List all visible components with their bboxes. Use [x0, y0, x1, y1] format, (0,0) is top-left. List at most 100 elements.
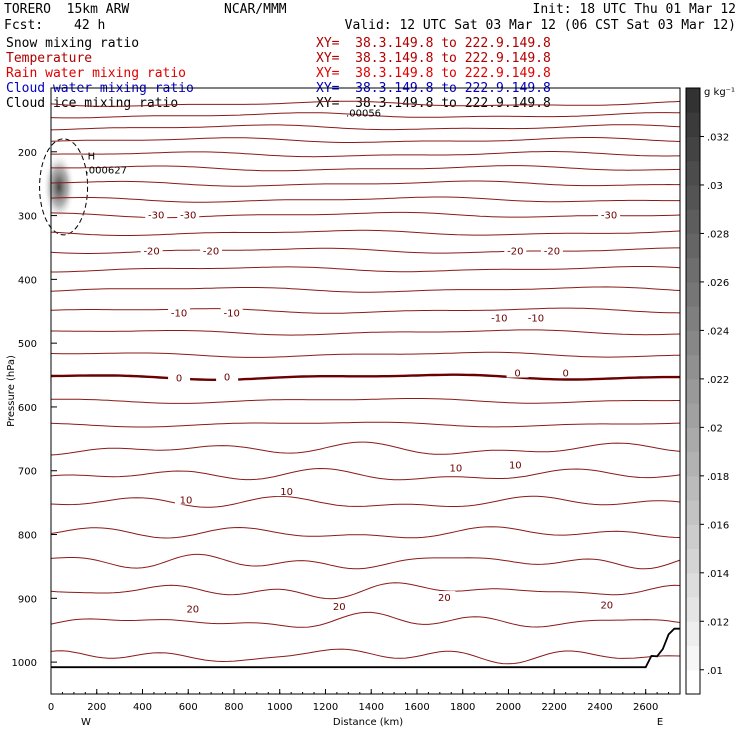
snow-contour [39, 138, 89, 236]
isotherm-line [50, 553, 681, 570]
colorbar-tick-label: .024 [707, 326, 729, 337]
x-tick-label: 1200 [313, 702, 338, 713]
isotherm-line [50, 373, 680, 381]
isotherm-line [50, 286, 681, 293]
forecast-hour: 42 h [74, 18, 106, 33]
temperature-contour-label: 20 [438, 593, 451, 604]
contour-label-bg [275, 485, 298, 497]
colorbar-band [686, 184, 700, 210]
x-tick-label: 800 [224, 702, 243, 713]
colorbar-band [686, 354, 700, 380]
field-label-snow: Snow mixing ratio [6, 36, 140, 51]
isotherm-line [50, 495, 681, 508]
colorbar-band [686, 524, 700, 550]
colorbar-band [686, 257, 700, 283]
contour-label-bg [488, 311, 511, 323]
field-label-temperature: Temperature [6, 51, 93, 66]
colorbar-frame [685, 87, 701, 695]
contour-label-bg [200, 244, 223, 256]
isotherm-line [50, 351, 681, 358]
colorbar-tick-label: .014 [707, 569, 729, 580]
colorbar-band [686, 306, 700, 331]
isotherm-line [51, 151, 680, 158]
colorbar-unit: g kg⁻¹ [704, 87, 735, 98]
colorbar-band [686, 209, 700, 234]
colorbar-band [686, 548, 700, 574]
isotherm-line [50, 124, 681, 131]
colorbar-band [686, 281, 700, 307]
y-tick-label: 700 [18, 467, 37, 478]
isotherm-line [50, 526, 681, 539]
contour-label-bg [506, 366, 529, 378]
snow-shading [43, 152, 76, 221]
contour-label-bg [174, 493, 197, 505]
temperature-contour-label: -30 [180, 210, 196, 221]
colorbar-band [686, 645, 700, 671]
x-tick-label: 1400 [358, 702, 383, 713]
colorbar-band [686, 597, 700, 622]
colorbar-tick-label: .032 [707, 132, 729, 143]
y-axis-title: Pressure (hPa) [6, 355, 17, 427]
field-label-rain: Rain water mixing ratio [6, 66, 187, 81]
temperature-contour-label: 10 [280, 487, 293, 498]
contour-label-bg [554, 366, 577, 378]
contour-label-bg [220, 306, 243, 318]
y-tick-label: 800 [18, 531, 37, 542]
temperature-contour-label: 20 [333, 602, 346, 613]
valid-time: Valid: 12 UTC Sat 03 Mar 12 (06 CST Sat … [344, 18, 736, 33]
colorbar-band [686, 112, 700, 137]
y-tick-label: 300 [18, 212, 37, 223]
colorbar-band [686, 88, 700, 113]
y-tick-label: 400 [18, 275, 37, 286]
temperature-contour-label: -10 [528, 314, 544, 325]
x-tick-label: 1600 [404, 702, 429, 713]
contour-label-bg [524, 311, 547, 323]
isotherm-line [50, 611, 681, 628]
contour-label-bg [504, 458, 527, 470]
x-axis-east-label: E [657, 717, 663, 728]
snow-max-value: .000627 [86, 166, 127, 177]
field-xy-rain: XY= 38.3.149.8 to 222.9.149.8 [316, 66, 551, 81]
temperature-contour-label: -20 [203, 247, 219, 258]
colorbar-band [686, 669, 700, 695]
plot-frame [50, 87, 681, 695]
temperature-contour-label: -30 [601, 210, 617, 221]
x-tick-label: 2200 [541, 702, 566, 713]
colorbar-band [686, 136, 700, 162]
contour-label-bg [328, 599, 351, 611]
contour-label-bg [181, 602, 204, 614]
field-label-cloud-water: Cloud water mixing ratio [6, 81, 194, 96]
x-tick-label: 2600 [633, 702, 658, 713]
colorbar-tick-label: .02 [707, 423, 723, 434]
temperature-contour-label: 20 [186, 605, 199, 616]
isotherm-line [50, 648, 681, 665]
init-time: Init: 18 UTC Thu 01 Mar 12 [532, 2, 737, 17]
temperature-contour-label: 10 [449, 464, 462, 475]
temperature-contour-label: 0 [562, 369, 568, 380]
terrain-line [51, 627, 680, 669]
colorbar-band [686, 233, 700, 259]
contour-label-bg [598, 208, 621, 220]
x-tick-label: 200 [87, 702, 106, 713]
contour-label-bg [177, 208, 200, 220]
temperature-contour-label: -20 [544, 247, 560, 258]
field-xy-snow: XY= 38.3.149.8 to 222.9.149.8 [316, 36, 551, 51]
isotherm-line [50, 582, 681, 600]
x-tick-label: 0 [48, 702, 54, 713]
temperature-contour-label: -30 [148, 210, 164, 221]
y-tick-label: 1000 [12, 658, 37, 669]
temperature-contour-label: 0 [176, 374, 182, 385]
colorbar-tick-label: .026 [707, 278, 729, 289]
colorbar-tick-label: .016 [707, 520, 729, 531]
isotherm-line [50, 180, 680, 187]
forecast-label: Fcst: [4, 18, 44, 33]
model-title: TORERO 15km ARW [4, 2, 130, 17]
temperature-contour-label: -10 [224, 309, 240, 320]
colorbar-band [686, 427, 700, 453]
colorbar-band [686, 403, 700, 428]
x-tick-label: 2400 [587, 702, 612, 713]
isotherm-line [51, 266, 681, 273]
contour-label-bg [595, 598, 618, 610]
temperature-contour-label: 10 [180, 495, 193, 506]
colorbar-tick-label: .018 [707, 472, 729, 483]
